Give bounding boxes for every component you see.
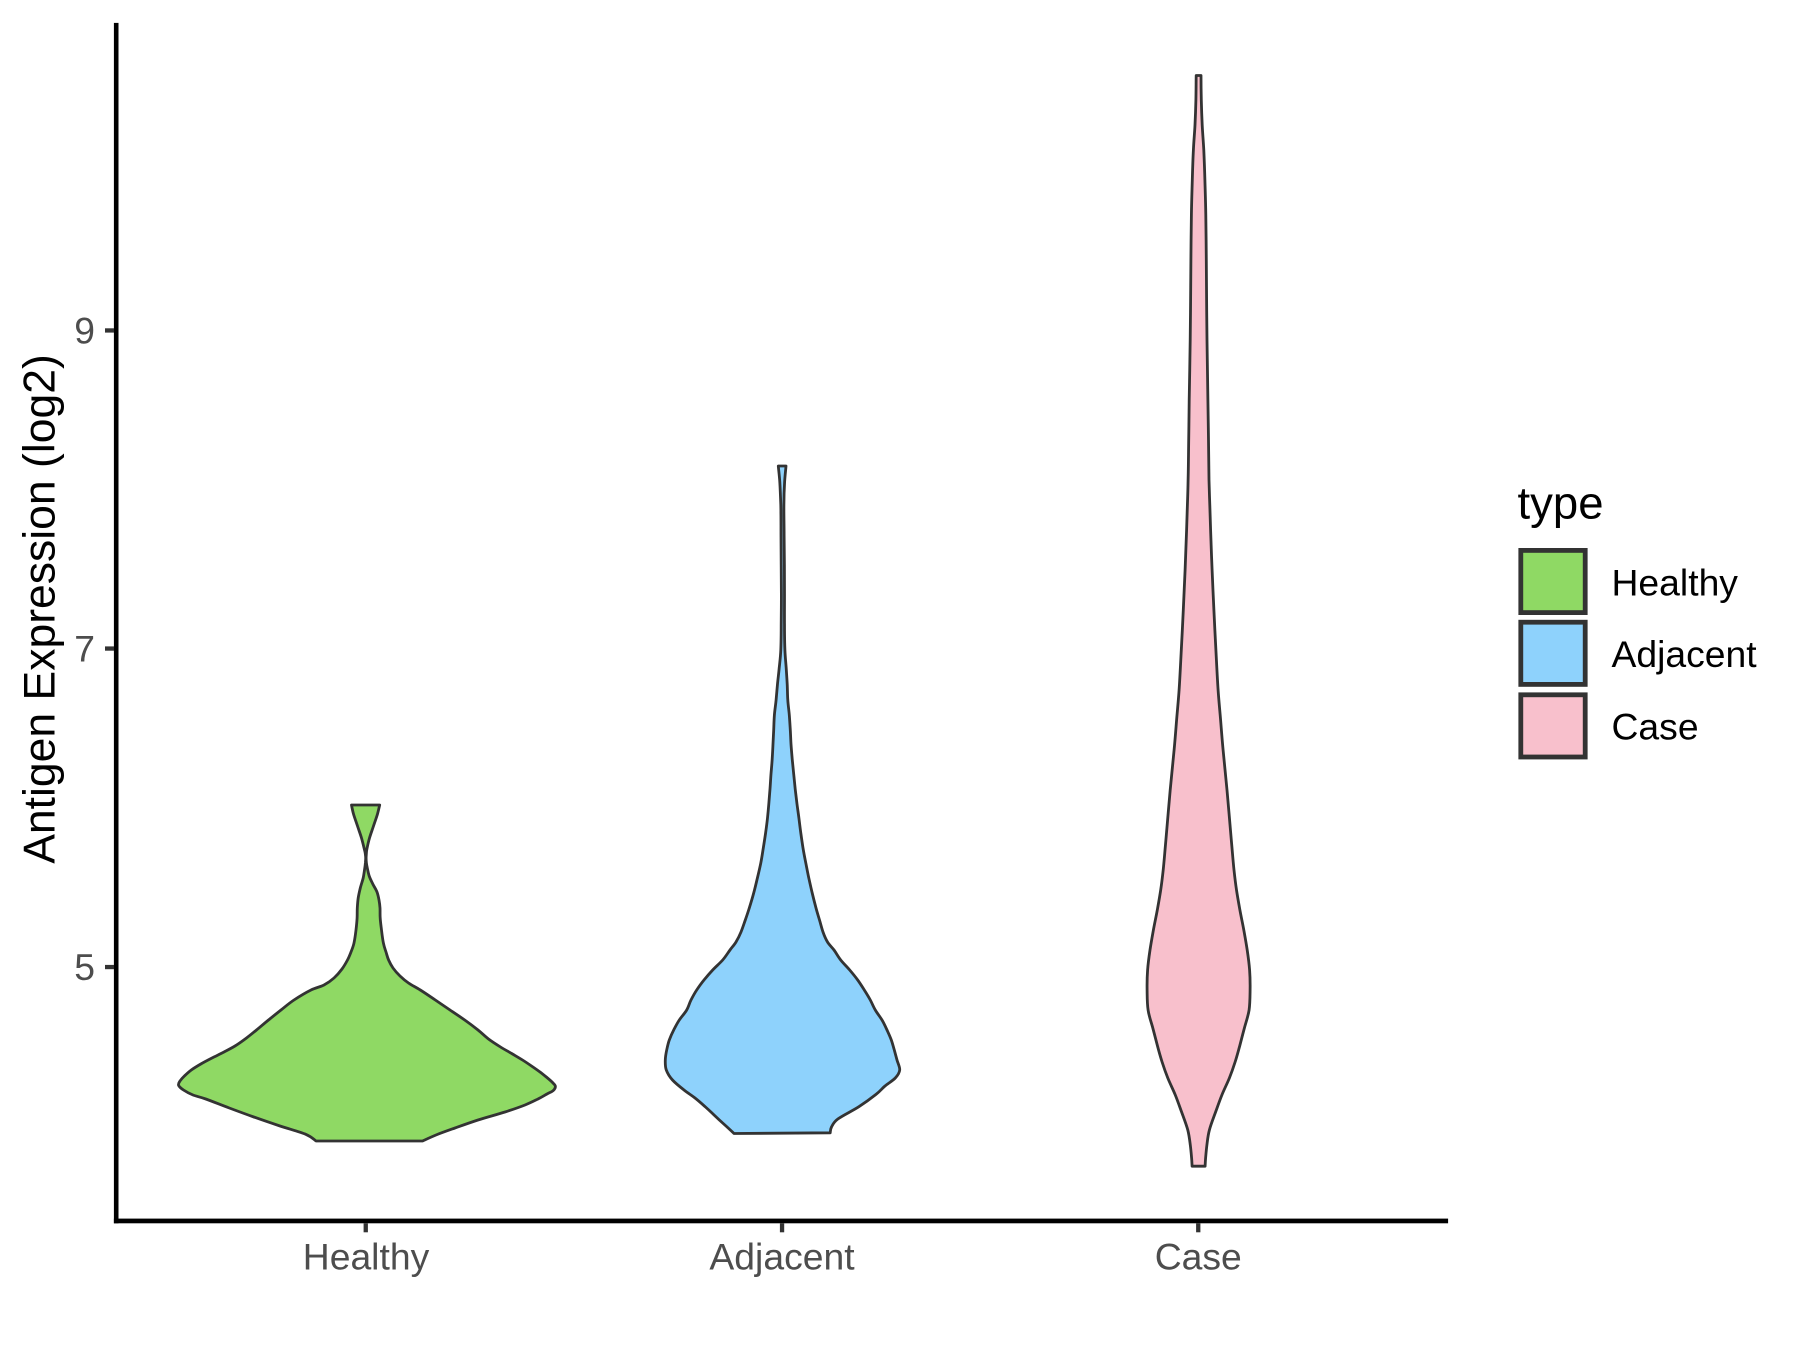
svg-text:Case: Case (1612, 706, 1699, 748)
svg-text:5: 5 (74, 946, 95, 988)
svg-text:7: 7 (74, 628, 95, 670)
svg-text:type: type (1518, 478, 1604, 529)
svg-text:9: 9 (74, 310, 95, 352)
svg-text:Adjacent: Adjacent (1612, 633, 1758, 675)
svg-text:Antigen Expression (log2): Antigen Expression (log2) (16, 354, 65, 864)
svg-text:Healthy: Healthy (303, 1235, 430, 1277)
svg-text:Case: Case (1155, 1235, 1242, 1277)
svg-text:Adjacent: Adjacent (709, 1235, 855, 1277)
svg-text:Healthy: Healthy (1612, 561, 1739, 603)
